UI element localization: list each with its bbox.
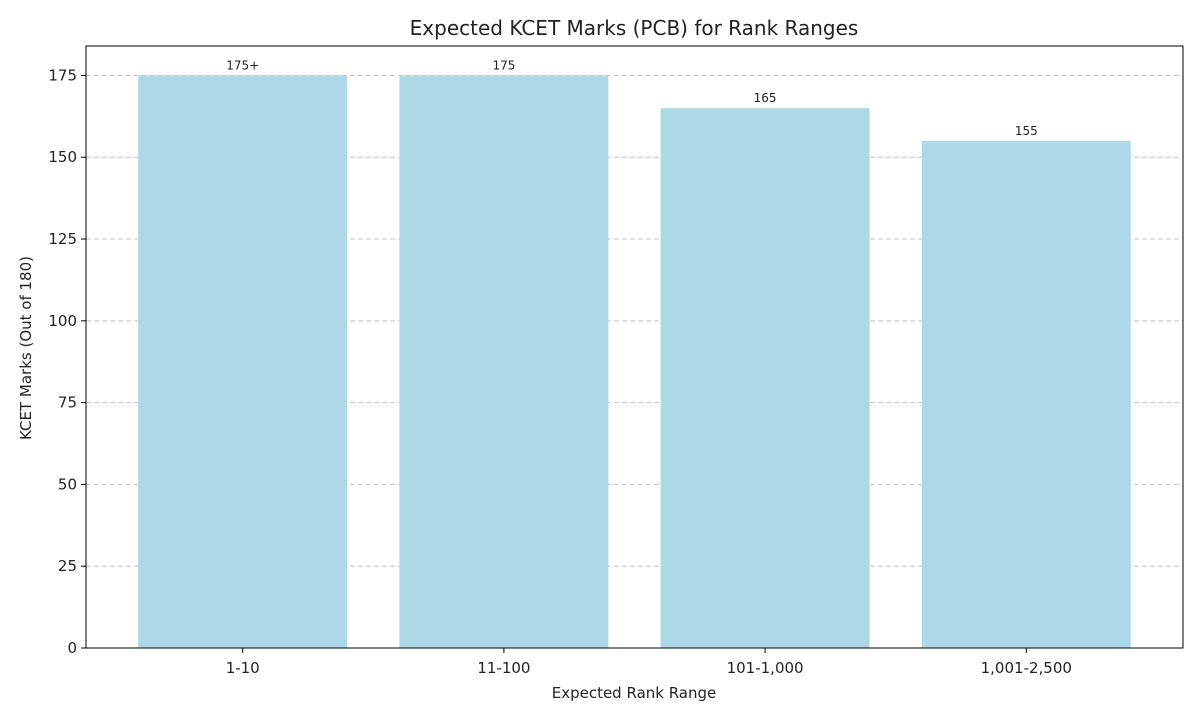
y-tick-label-6: 125 [48,230,77,248]
data-label-4: 155 [1015,124,1038,138]
y-tick-label-3: 50 [58,475,77,493]
x-tick-label-1: 1-10 [226,659,260,677]
axes: 1-10 11-100 101-1,000 1,001-2,500 0 25 50 75 100… [48,45,1184,677]
x-tick-label-2: 11-100 [477,659,530,677]
data-labels: 175+ 175 165 155 [226,58,1038,137]
y-tick-label-8: 175 [48,66,77,84]
bars [138,75,1131,649]
bar-4 [921,140,1131,648]
plot-frame [85,45,1184,649]
bar-1 [138,75,348,648]
x-tick-label-4: 1,001-2,500 [981,659,1072,677]
data-label-1: 175+ [226,58,259,72]
y-tick-label-2: 25 [58,557,77,575]
bar-2 [399,75,609,648]
x-axis-label: Expected Rank Range [552,684,717,702]
chart-title: Expected KCET Marks (PCB) for Rank Range… [410,16,859,40]
bar-3 [660,108,870,649]
y-tick-label-1: 0 [67,639,77,657]
y-tick-label-5: 100 [48,312,77,330]
data-label-2: 175 [492,58,515,72]
y-tick-label-7: 150 [48,148,77,166]
y-axis-label: KCET Marks (Out of 180) [17,256,35,440]
data-label-3: 165 [754,91,777,105]
x-tick-label-3: 101-1,000 [727,659,804,677]
y-tick-label-4: 75 [58,394,77,412]
